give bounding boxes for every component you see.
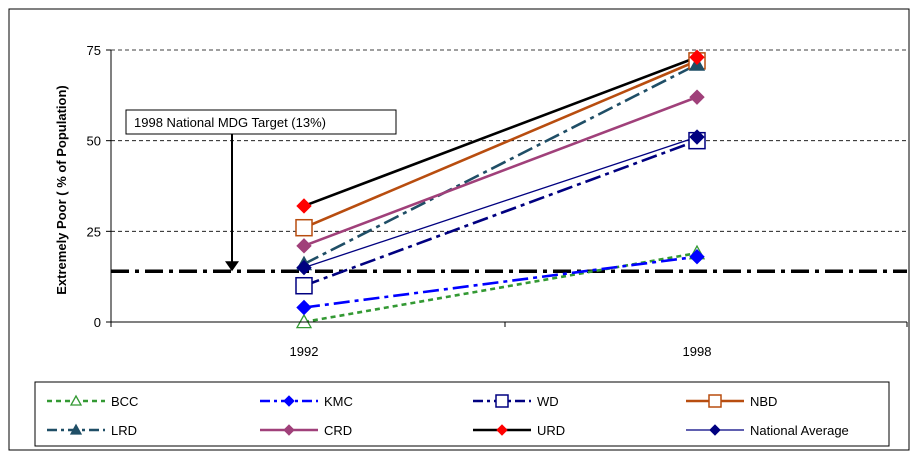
x-tick-label: 1998	[683, 344, 712, 359]
y-axis-label: Extremely Poor ( % of Population)	[54, 85, 69, 294]
legend-marker-crd	[283, 424, 295, 436]
legend-marker-lrd	[69, 423, 83, 435]
legend-marker-urd	[496, 424, 508, 436]
y-tick-label: 25	[87, 224, 101, 239]
data-point-crd	[296, 238, 312, 254]
series-line-lrd	[303, 63, 698, 266]
series-line-wd	[303, 139, 698, 287]
legend-label-kmc: KMC	[324, 394, 353, 409]
legend-marker-nbd	[708, 394, 722, 408]
annotation-text: 1998 National MDG Target (13%)	[134, 115, 326, 130]
legend-label-lrd: LRD	[111, 423, 137, 438]
series-line-national-average	[303, 136, 698, 269]
series-line-urd	[303, 56, 698, 208]
legend-label-bcc: BCC	[111, 394, 138, 409]
legend-label-nbd: NBD	[750, 394, 777, 409]
legend-label-wd: WD	[537, 394, 559, 409]
data-point-urd	[689, 49, 705, 65]
series-line-nbd	[303, 59, 698, 229]
y-tick-label: 50	[87, 134, 101, 149]
legend-marker-bcc	[69, 394, 83, 406]
data-point-wd	[295, 276, 313, 295]
legend-frame	[34, 381, 890, 447]
data-point-urd	[296, 198, 312, 214]
legend-marker-national-average	[709, 424, 721, 436]
series-line-bcc	[303, 251, 698, 324]
data-point-bcc	[295, 313, 313, 329]
data-point-national-average	[296, 259, 312, 276]
annotation-box	[125, 109, 397, 135]
legend-label-national-average: National Average	[750, 423, 849, 438]
series-line-crd	[303, 95, 698, 248]
data-point-kmc	[296, 299, 312, 316]
data-point-kmc	[689, 249, 705, 265]
legend-marker-kmc	[283, 395, 295, 407]
x-tick-label: 1992	[290, 344, 319, 359]
legend-marker-wd	[495, 394, 509, 408]
y-tick-label: 0	[94, 315, 101, 330]
data-point-nbd	[295, 218, 313, 237]
series-line-kmc	[303, 255, 698, 309]
legend-label-crd: CRD	[324, 423, 352, 438]
legend-label-urd: URD	[537, 423, 565, 438]
data-point-national-average	[689, 129, 705, 145]
annotation-arrowhead	[225, 261, 239, 272]
data-point-crd	[689, 89, 705, 105]
y-tick-label: 75	[87, 43, 101, 58]
